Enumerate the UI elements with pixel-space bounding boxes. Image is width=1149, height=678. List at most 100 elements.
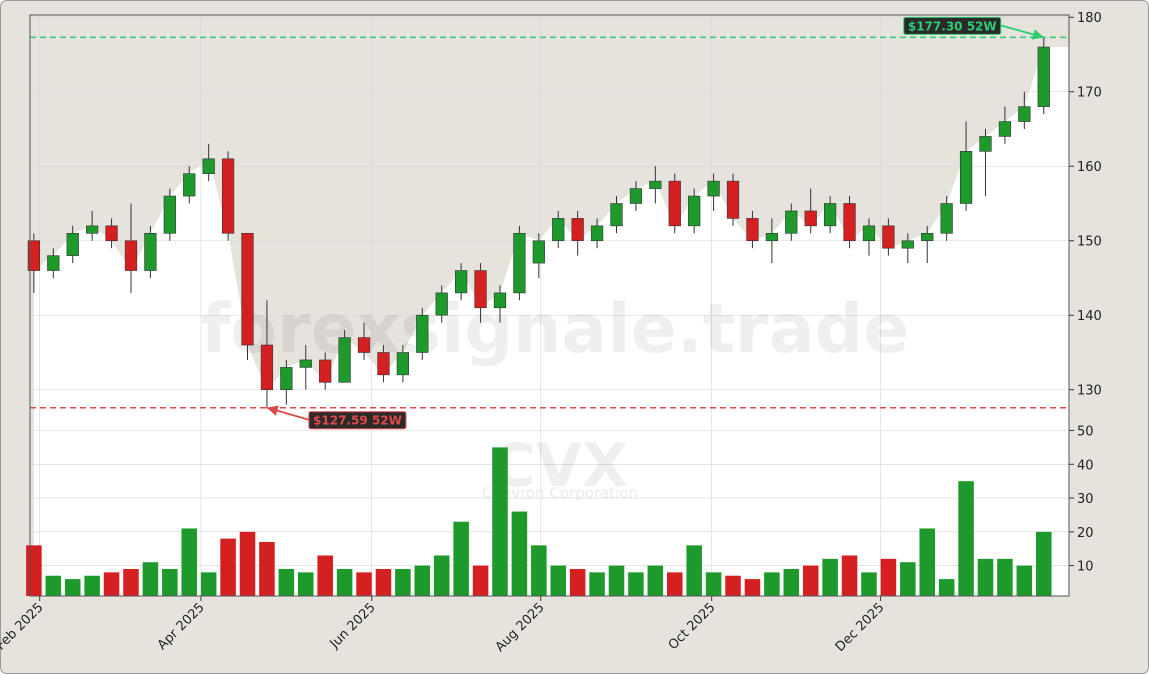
y2-tick-label: 50 [1077,425,1094,440]
volume-bar [492,447,508,596]
volume-bar [336,568,353,596]
candle-body [765,232,778,242]
volume-bar [433,555,450,596]
volume-bar [628,572,644,596]
candle-body [668,180,681,227]
volume-bar [453,521,469,596]
candle-body [1018,106,1031,122]
volume-bar [220,538,236,596]
candle-body [144,232,157,271]
candle-body [202,158,215,174]
candle-body [357,337,371,353]
volume-bar [45,575,62,596]
volume-bar [239,531,256,596]
volume-bar [725,575,741,596]
y2-tick-label: 30 [1077,492,1094,507]
volume-bar [880,558,897,596]
volume-bar [375,568,392,596]
volume-bar [705,572,722,596]
candle-body [707,180,720,197]
candle-body [804,210,817,227]
candle-body [416,314,429,353]
candle-body [862,225,876,242]
volume-bar [64,579,81,596]
volume-bar [997,558,1013,596]
volume-bar [298,572,314,596]
y2-tick-label: 20 [1077,526,1094,541]
volume-bar [861,572,877,596]
volume-bar [181,528,198,596]
volume-bar [783,568,800,596]
y2-tick-label: 10 [1077,560,1094,575]
volume-bar [977,558,994,596]
y2-tick-label: 40 [1077,458,1094,473]
volume-bar [472,565,489,596]
y-tick-label: 140 [1077,309,1102,324]
plot-border [29,14,1070,597]
candle-body [455,270,468,294]
volume-bar [200,572,217,596]
price-area [33,47,1069,596]
volume-bar [841,555,858,596]
candle-body [843,203,856,242]
candle-body [435,292,448,316]
volume-bar [414,565,431,596]
candle-body [979,136,992,152]
volume-bar [569,568,586,596]
candle-body [959,151,973,204]
candle-body [221,158,235,234]
volume-bar [317,555,333,596]
volume-bar [1016,565,1033,596]
volume-bar [919,528,935,596]
candle-body [649,180,662,189]
volume-bar [764,572,780,596]
candle-body [66,232,79,256]
candle-body [260,344,274,391]
candle-body [901,240,914,249]
candle-body [513,232,526,294]
candle-body [163,195,176,234]
candle-body [571,218,584,242]
candle-body [86,225,99,234]
volume-bar [686,545,702,596]
candle-body [610,203,623,227]
candle-body [280,367,293,391]
volume-bar [550,565,567,596]
candle-body [396,352,410,376]
volume-bar [744,579,761,596]
volume-bar [589,572,605,596]
candle-body [1037,46,1050,107]
volume-bar [608,565,625,596]
volume-bar [666,572,683,596]
annotation-arrow [1000,24,1044,40]
candle-body [785,210,798,234]
volume-bar [162,568,178,596]
volume-bar [103,572,120,596]
annotation-label: $177.30 52W [908,19,997,33]
volume-bar [395,568,411,596]
candle-body [629,188,643,204]
candle-body [27,240,41,271]
volume-bar [259,541,275,596]
y-tick-label: 150 [1077,235,1102,250]
candle-body [299,359,312,368]
volume-bar [938,579,955,596]
volume-bar [84,575,100,596]
candle-body [319,359,332,383]
candle-body [105,225,118,242]
candle-body [474,270,487,309]
volume-bar [278,568,295,596]
candle-body [532,240,545,264]
volume-bar [142,562,159,596]
volume-bar [531,545,547,596]
candle-body [940,203,953,234]
volume-bar [958,481,974,596]
y-tick-label: 180 [1077,11,1102,26]
volume-bar [802,565,819,596]
volume-bar [900,562,916,596]
candle-body [338,337,351,383]
volume-bar [647,565,664,596]
candle-body [552,218,565,242]
candle-body [824,203,837,227]
